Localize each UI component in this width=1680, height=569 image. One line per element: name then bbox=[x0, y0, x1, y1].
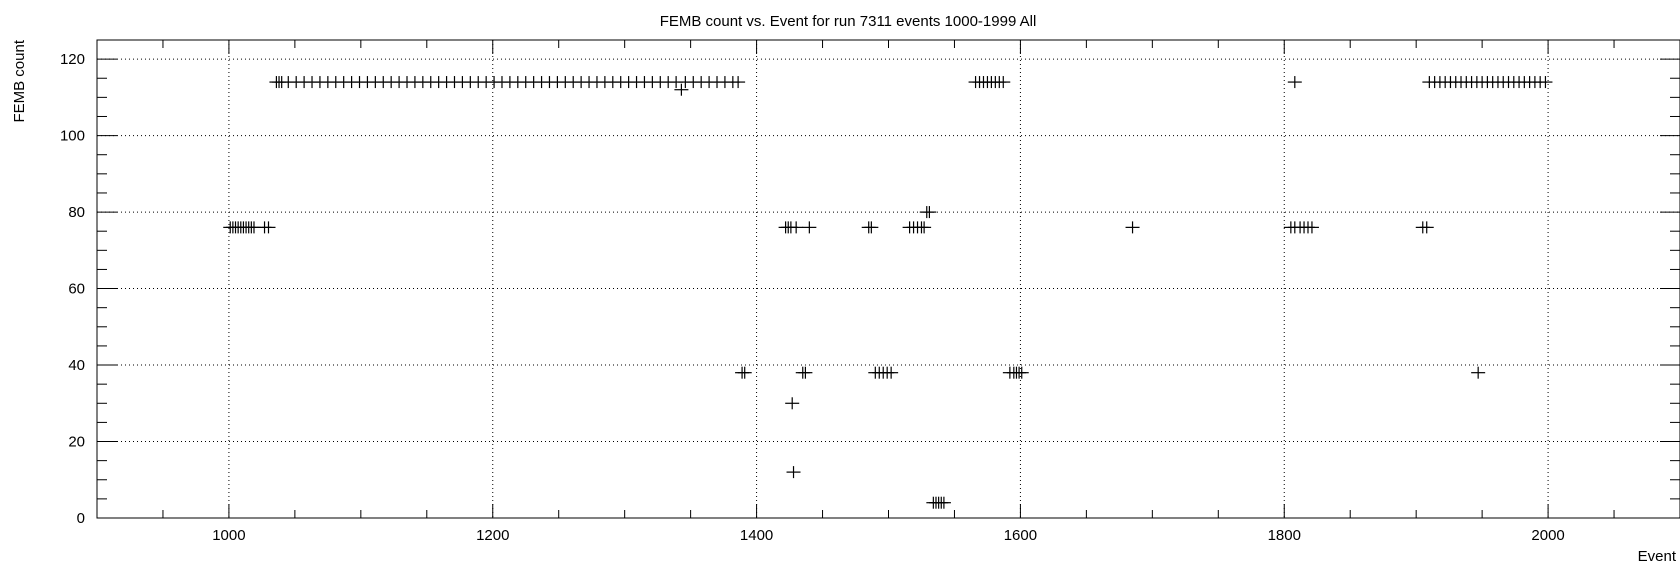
data-point bbox=[802, 221, 817, 234]
data-point bbox=[737, 366, 752, 379]
data-point bbox=[917, 221, 932, 234]
data-point bbox=[884, 366, 899, 379]
data-point bbox=[261, 221, 276, 234]
y-tick-label: 60 bbox=[68, 281, 85, 298]
data-point bbox=[1304, 221, 1319, 234]
plot-frame bbox=[96, 39, 1680, 519]
data-point bbox=[996, 76, 1011, 89]
data-point bbox=[786, 466, 801, 479]
x-tick-label: 1000 bbox=[212, 527, 245, 544]
data-point bbox=[1538, 76, 1553, 89]
data-point bbox=[1471, 366, 1486, 379]
x-axis-label: Event bbox=[1638, 548, 1677, 565]
x-tick-label: 1800 bbox=[1268, 527, 1301, 544]
y-tick-label: 80 bbox=[68, 204, 85, 221]
y-tick-label: 20 bbox=[68, 434, 85, 451]
data-point bbox=[731, 76, 746, 89]
x-tick-label: 1200 bbox=[476, 527, 509, 544]
y-tick-label: 120 bbox=[60, 51, 85, 68]
data-point bbox=[1125, 221, 1140, 234]
data-point bbox=[936, 496, 951, 509]
data-point bbox=[922, 206, 937, 219]
data-point bbox=[789, 221, 804, 234]
data-point bbox=[1014, 366, 1029, 379]
tick-labels: 1000 1200 1400 1600 1800 2000 0 20 40 60 80 100 120 bbox=[60, 51, 1565, 544]
grid-lines bbox=[97, 40, 1680, 519]
y-tick-label: 0 bbox=[77, 510, 85, 527]
x-tick-label: 1400 bbox=[740, 527, 773, 544]
data-point bbox=[785, 397, 800, 410]
y-tick-label: 40 bbox=[68, 357, 85, 374]
data-point bbox=[1419, 221, 1434, 234]
data-point bbox=[864, 221, 879, 234]
y-tick-label: 100 bbox=[60, 128, 85, 145]
chart-title: FEMB count vs. Event for run 7311 events… bbox=[660, 13, 1037, 30]
data-point bbox=[798, 366, 813, 379]
x-tick-label: 1600 bbox=[1004, 527, 1037, 544]
data-point bbox=[674, 83, 689, 96]
y-axis-label: FEMB count bbox=[11, 39, 28, 122]
data-points bbox=[223, 76, 1553, 509]
data-point bbox=[1287, 76, 1302, 89]
axis-ticks bbox=[96, 39, 1680, 519]
x-tick-label: 2000 bbox=[1531, 527, 1564, 544]
